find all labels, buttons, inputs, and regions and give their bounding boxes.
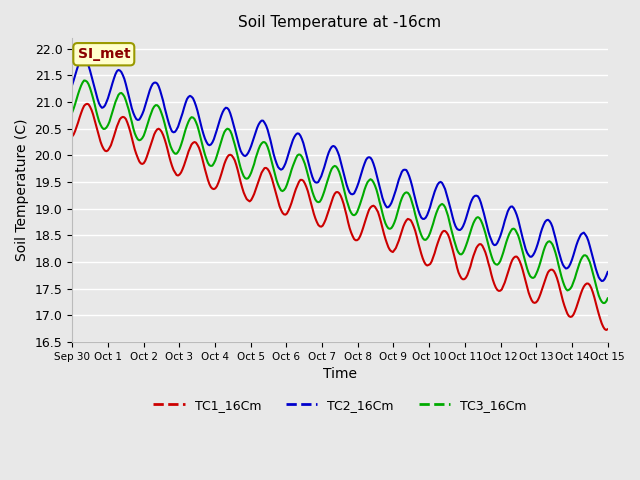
Legend: TC1_16Cm, TC2_16Cm, TC3_16Cm: TC1_16Cm, TC2_16Cm, TC3_16Cm (148, 394, 532, 417)
Title: Soil Temperature at -16cm: Soil Temperature at -16cm (238, 15, 442, 30)
X-axis label: Time: Time (323, 367, 357, 381)
Text: SI_met: SI_met (77, 47, 130, 61)
Y-axis label: Soil Temperature (C): Soil Temperature (C) (15, 119, 29, 261)
